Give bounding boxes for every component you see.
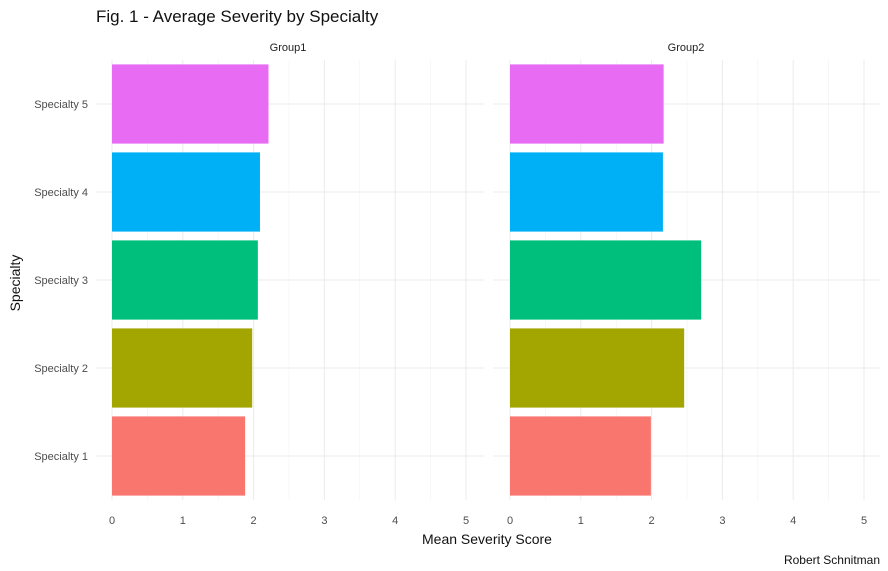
x-tick-label: 5	[861, 515, 867, 527]
x-tick-label: 3	[719, 515, 725, 527]
caption: Robert Schnitman	[784, 553, 880, 567]
y-tick-label: Specialty 4	[34, 187, 88, 199]
bar-group1-specialty-4	[112, 152, 260, 232]
facet-label-group1: Group1	[270, 42, 307, 54]
x-tick-label: 0	[109, 515, 115, 527]
y-tick-label: Specialty 1	[34, 451, 88, 463]
y-axis-title: Specialty	[7, 255, 23, 312]
y-tick-label: Specialty 2	[34, 363, 88, 375]
y-tick-label: Specialty 5	[34, 99, 88, 111]
facet-label-group2: Group2	[668, 42, 705, 54]
chart-title: Fig. 1 - Average Severity by Specialty	[96, 7, 379, 26]
bar-group1-specialty-3	[112, 240, 258, 320]
x-tick-label: 0	[507, 515, 513, 527]
facet-panel-group1: Group1 0 1 2 3 4 5	[96, 42, 484, 527]
x-tick-label: 1	[578, 515, 584, 527]
x-tick-label: 5	[463, 515, 469, 527]
bar-group2-specialty-3	[510, 240, 702, 320]
bar-group1-specialty-5	[112, 64, 269, 144]
facet-panel-group2: Group2 0 1 2 3 4 5	[493, 42, 880, 527]
x-tick-label: 3	[321, 515, 327, 527]
bar-group2-specialty-1	[510, 416, 651, 496]
y-axis-ticks: Specialty 1 Specialty 2 Specialty 3 Special…	[34, 99, 88, 463]
x-axis-title: Mean Severity Score	[422, 531, 552, 547]
x-tick-label: 1	[180, 515, 186, 527]
bar-group2-specialty-4	[510, 152, 663, 232]
y-tick-label: Specialty 3	[34, 275, 88, 287]
bar-group2-specialty-5	[510, 64, 664, 144]
bar-group1-specialty-1	[112, 416, 246, 496]
x-tick-label: 4	[790, 515, 796, 527]
x-tick-label: 4	[392, 515, 398, 527]
x-tick-label: 2	[251, 515, 257, 527]
x-tick-label: 2	[649, 515, 655, 527]
bar-group1-specialty-2	[112, 328, 253, 408]
bar-group2-specialty-2	[510, 328, 685, 408]
